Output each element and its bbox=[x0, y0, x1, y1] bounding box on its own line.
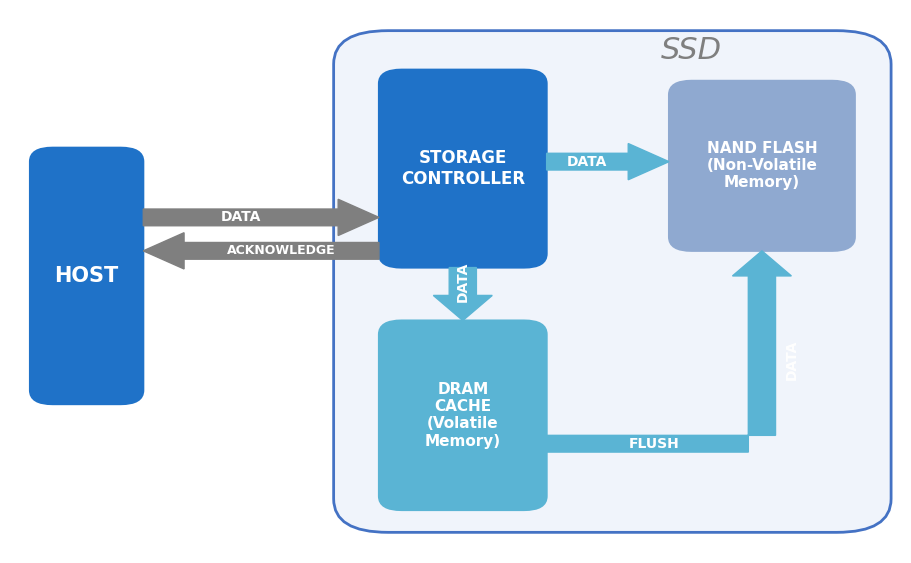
Text: ACKNOWLEDGE: ACKNOWLEDGE bbox=[227, 244, 335, 257]
Text: SSD: SSD bbox=[660, 35, 722, 65]
Text: HOST: HOST bbox=[55, 266, 118, 286]
Text: DRAM
CACHE
(Volatile
Memory): DRAM CACHE (Volatile Memory) bbox=[425, 382, 500, 449]
FancyBboxPatch shape bbox=[30, 148, 143, 404]
FancyBboxPatch shape bbox=[379, 320, 546, 510]
Text: DATA: DATA bbox=[456, 261, 469, 302]
Polygon shape bbox=[433, 267, 492, 320]
FancyBboxPatch shape bbox=[379, 70, 546, 267]
Polygon shape bbox=[143, 199, 379, 235]
Polygon shape bbox=[546, 251, 791, 452]
Text: FLUSH: FLUSH bbox=[629, 437, 679, 451]
Text: DATA: DATA bbox=[784, 339, 798, 380]
Polygon shape bbox=[546, 144, 669, 180]
Text: NAND FLASH
(Non-Volatile
Memory): NAND FLASH (Non-Volatile Memory) bbox=[706, 141, 816, 190]
FancyBboxPatch shape bbox=[333, 30, 890, 533]
Polygon shape bbox=[143, 233, 379, 269]
Text: STORAGE
CONTROLLER: STORAGE CONTROLLER bbox=[400, 149, 525, 187]
Text: DATA: DATA bbox=[567, 155, 607, 169]
Text: DATA: DATA bbox=[220, 211, 261, 225]
FancyBboxPatch shape bbox=[669, 81, 854, 251]
